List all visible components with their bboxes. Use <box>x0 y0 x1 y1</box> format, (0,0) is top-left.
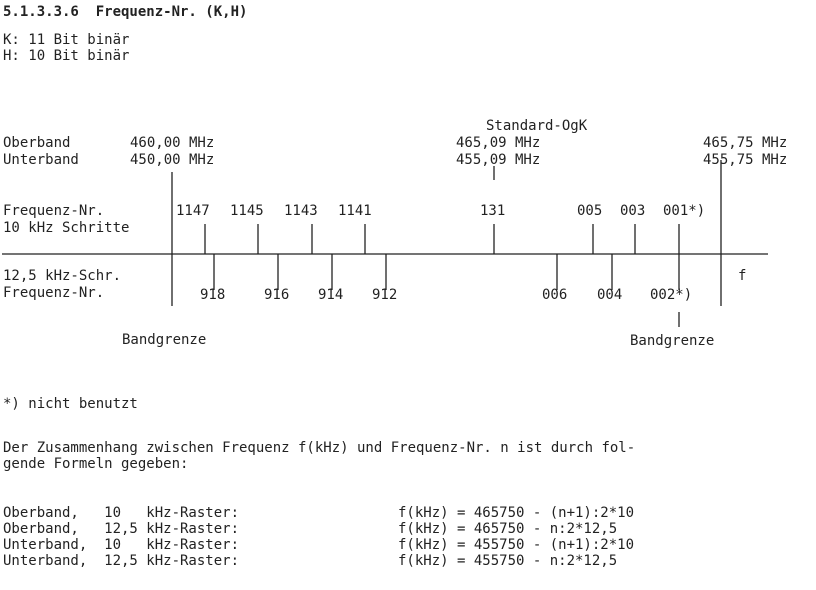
end-ober-freq: 465,75 MHz <box>703 135 788 151</box>
axis-f-label: f <box>738 268 747 284</box>
k-bits: K: 11 Bit binär <box>3 32 130 48</box>
end-unter-freq: 455,75 MHz <box>703 152 788 168</box>
num-916: 916 <box>264 287 290 303</box>
num-005: 005 <box>577 203 603 219</box>
footnote: *) nicht benutzt <box>3 396 138 412</box>
section-heading: 5.1.3.3.6 Frequenz-Nr. (K,H) <box>3 4 248 20</box>
unterband-label: Unterband <box>3 152 79 168</box>
formula: f(kHz) = 455750 - n:2*12,5 <box>398 553 618 569</box>
formula: f(kHz) = 465750 - (n+1):2*10 <box>398 505 635 521</box>
ogk-label: Standard-OgK <box>486 118 588 134</box>
num-001: 001*) <box>663 203 706 219</box>
formula: f(kHz) = 455750 - (n+1):2*10 <box>398 537 635 553</box>
num-912: 912 <box>372 287 398 303</box>
row125-label: 12,5 kHz-Schr. <box>3 268 122 284</box>
row125-label-2: Frequenz-Nr. <box>3 285 105 301</box>
num-918: 918 <box>200 287 226 303</box>
formula: f(kHz) = 465750 - n:2*12,5 <box>398 521 618 537</box>
num-003: 003 <box>620 203 646 219</box>
formula-label: Unterband, 12,5 kHz-Raster: <box>3 553 240 569</box>
formula-label: Unterband, 10 kHz-Raster: <box>3 537 240 553</box>
bandgrenze-left: Bandgrenze <box>122 332 207 348</box>
oberband-label: Oberband <box>3 135 71 151</box>
formula-label: Oberband, 12,5 kHz-Raster: <box>3 521 240 537</box>
formula-label: Oberband, 10 kHz-Raster: <box>3 505 240 521</box>
ogk-unter-freq: 455,09 MHz <box>456 152 541 168</box>
row10-label-2: 10 kHz Schritte <box>3 220 130 236</box>
num-1141: 1141 <box>338 203 372 219</box>
start-ober-freq: 460,00 MHz <box>130 135 215 151</box>
paragraph-line-1: Der Zusammenhang zwischen Frequenz f(kHz… <box>3 440 636 456</box>
h-bits: H: 10 Bit binär <box>3 48 130 64</box>
num-1147: 1147 <box>176 203 210 219</box>
ogk-ober-freq: 465,09 MHz <box>456 135 541 151</box>
num-004: 004 <box>597 287 623 303</box>
row10-label: Frequenz-Nr. <box>3 203 105 219</box>
num-006: 006 <box>542 287 568 303</box>
num-914: 914 <box>318 287 344 303</box>
num-002: 002*) <box>650 287 693 303</box>
bandgrenze-right: Bandgrenze <box>630 333 715 349</box>
num-1145: 1145 <box>230 203 264 219</box>
num-131: 131 <box>480 203 506 219</box>
paragraph-line-2: gende Formeln gegeben: <box>3 456 189 472</box>
start-unter-freq: 450,00 MHz <box>130 152 215 168</box>
num-1143: 1143 <box>284 203 318 219</box>
